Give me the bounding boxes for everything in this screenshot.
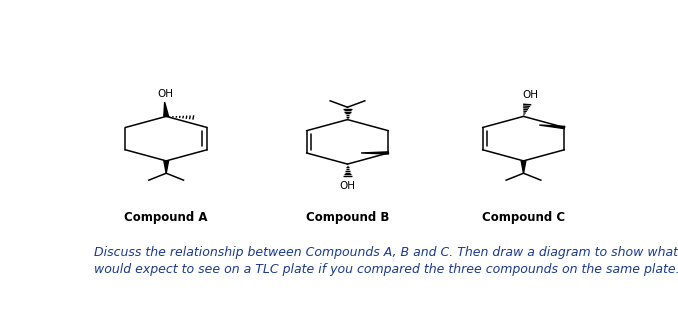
Text: Compound C: Compound C: [482, 211, 565, 224]
Polygon shape: [164, 102, 169, 117]
Text: OH: OH: [340, 181, 355, 191]
Text: Compound B: Compound B: [306, 211, 389, 224]
Text: OH: OH: [158, 89, 174, 99]
Text: Compound A: Compound A: [125, 211, 208, 224]
Text: Discuss the relationship between Compounds A, B and C. Then draw a diagram to sh: Discuss the relationship between Compoun…: [94, 246, 678, 259]
Polygon shape: [164, 161, 169, 173]
Polygon shape: [521, 161, 526, 173]
Polygon shape: [539, 125, 565, 129]
Text: OH: OH: [522, 90, 538, 100]
Text: would expect to see on a TLC plate if you compared the three compounds on the sa: would expect to see on a TLC plate if yo…: [94, 263, 678, 276]
Polygon shape: [361, 152, 388, 154]
